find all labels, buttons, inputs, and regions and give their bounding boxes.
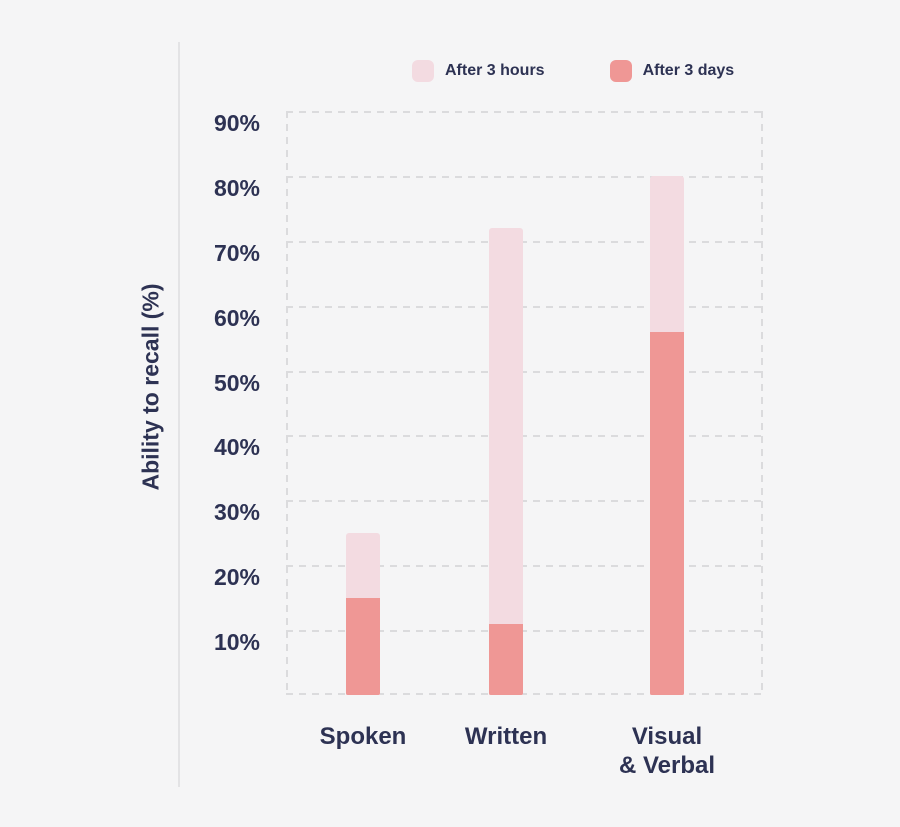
bar-visual-verbal-after-3-days	[650, 331, 684, 695]
bar-written-after-3-days	[489, 623, 523, 695]
gridline-20	[286, 565, 763, 568]
y-tick-label-40: 40%	[213, 434, 260, 461]
gridline-80	[286, 175, 763, 178]
y-axis-line	[178, 42, 180, 787]
legend-item-after-3-hours: After 3 hours	[412, 60, 545, 82]
y-axis-title: Ability to recall (%)	[137, 283, 164, 491]
gridline-10	[286, 630, 763, 633]
y-tick-label-20: 20%	[213, 564, 260, 591]
gridline-50	[286, 370, 763, 373]
plot-area	[286, 111, 763, 695]
y-tick-label-50: 50%	[213, 369, 260, 396]
gridline-70	[286, 240, 763, 243]
x-axis-label-spoken: Spoken	[319, 723, 407, 750]
y-tick-label-70: 70%	[213, 239, 260, 266]
y-tick-label-30: 30%	[213, 499, 260, 526]
legend-swatch-after-3-hours	[412, 60, 434, 82]
gridline-40	[286, 435, 763, 438]
legend-swatch-after-3-days	[609, 60, 632, 82]
legend-item-after-3-days: After 3 days	[609, 60, 735, 82]
y-tick-label-90: 90%	[213, 110, 260, 136]
x-axis-label-written: Written	[464, 723, 548, 750]
legend-label-after-3-hours: After 3 hours	[445, 62, 545, 79]
gridline-90	[286, 111, 763, 113]
y-tick-label-80: 80%	[213, 174, 260, 201]
legend-label-after-3-days: After 3 days	[642, 62, 735, 79]
bar-spoken-after-3-days	[346, 597, 380, 695]
y-tick-label-10: 10%	[213, 629, 260, 656]
legend: After 3 hours After 3 days	[412, 60, 734, 82]
gridline-0	[286, 693, 763, 695]
bar-written-after-3-hours	[489, 227, 523, 695]
plot-border-right	[761, 111, 763, 695]
gridline-60	[286, 305, 763, 308]
y-tick-label-60: 60%	[213, 304, 260, 331]
gridline-30	[286, 500, 763, 503]
x-axis-label-visual-verbal: Visual & Verbal	[618, 723, 716, 779]
plot-border-left	[286, 111, 288, 695]
